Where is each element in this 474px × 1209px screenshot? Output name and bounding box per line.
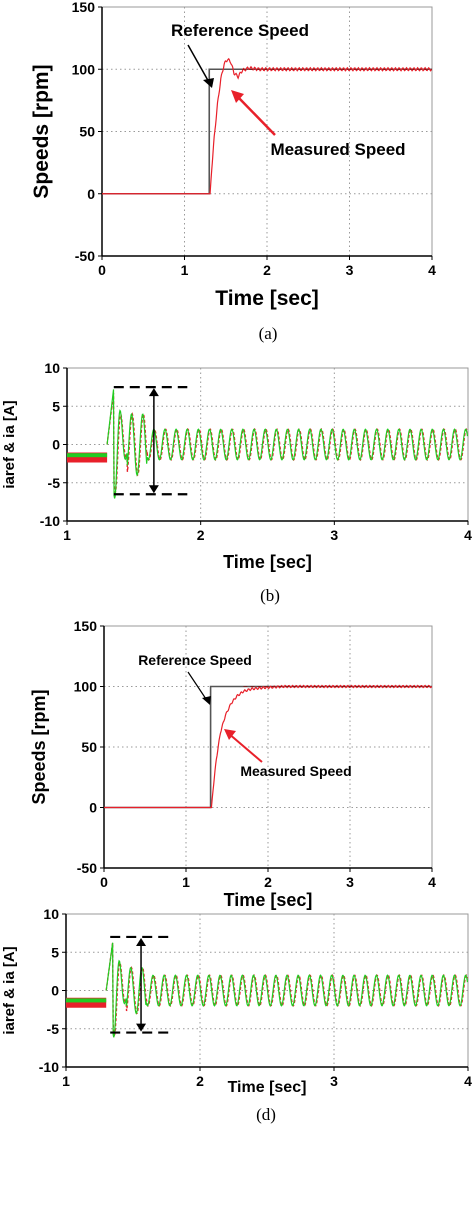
y-tick-label: 50 xyxy=(81,739,97,755)
annotation-reference: Reference Speed xyxy=(138,652,252,668)
arrowhead-measured xyxy=(231,90,244,103)
ia-line xyxy=(105,942,468,1038)
y-tick-label: 0 xyxy=(51,983,59,999)
annotation-arrow-reference xyxy=(187,44,211,85)
y-tick-label: 10 xyxy=(43,906,59,922)
y-tick-label: 150 xyxy=(72,0,96,15)
chart-panel-b: 1 2 3 4 -10 -5 0 5 10 Time [sec] iaref & ia [A] (b) xyxy=(1,360,472,605)
x-axis-label: Time [sec] xyxy=(223,552,312,572)
measured-speed-line xyxy=(104,684,432,809)
y-tick-label: -10 xyxy=(39,1059,59,1075)
annotation-arrow-reference xyxy=(187,671,209,703)
x-tick-label: 3 xyxy=(330,1073,338,1089)
y-tick-label: 10 xyxy=(44,360,60,376)
envelope-arrowhead-down xyxy=(148,485,159,494)
annotation-arrow-measured xyxy=(235,94,276,136)
y-tick-label: -10 xyxy=(40,513,60,529)
envelope-arrowhead-up xyxy=(148,388,159,397)
x-tick-label: 3 xyxy=(346,874,354,890)
y-tick-label: -50 xyxy=(75,248,95,264)
x-tick-label: 1 xyxy=(63,527,71,543)
x-tick-label: 4 xyxy=(428,874,436,890)
x-tick-label: 2 xyxy=(196,1073,204,1089)
envelope-arrowhead-down xyxy=(136,1023,147,1032)
x-tick-label: 3 xyxy=(330,527,338,543)
y-tick-label: 150 xyxy=(74,618,98,634)
x-tick-label: 2 xyxy=(197,527,205,543)
x-tick-label: 1 xyxy=(181,262,189,278)
y-tick-label: 5 xyxy=(51,944,59,960)
x-tick-label: 4 xyxy=(428,262,436,278)
annotation-measured: Measured Speed xyxy=(270,140,405,159)
plot-series xyxy=(66,942,468,1038)
y-axis-label: Speeds [rpm] xyxy=(30,64,53,198)
plot-series xyxy=(67,389,468,499)
x-axis-label: Time [sec] xyxy=(228,1079,307,1096)
x-tick-label: 4 xyxy=(464,527,472,543)
panel-caption: (d) xyxy=(256,1105,276,1124)
annotation-arrow-measured xyxy=(227,732,263,763)
x-tick-label: 1 xyxy=(62,1073,70,1089)
pre-step-ia-band xyxy=(66,998,107,1003)
y-axis-label: Speeds [rpm] xyxy=(29,689,49,804)
pre-step-ia-band xyxy=(67,453,108,458)
y-tick-label: 50 xyxy=(79,124,95,140)
x-tick-label: 3 xyxy=(346,262,354,278)
x-tick-label: 1 xyxy=(182,874,190,890)
annotation-measured: Measured Speed xyxy=(240,763,351,779)
pre-step-iaref-band xyxy=(66,997,107,1008)
x-axis-label: Time [sec] xyxy=(224,890,313,910)
y-tick-label: 0 xyxy=(52,437,60,453)
y-tick-label: 100 xyxy=(74,679,98,695)
panel-caption: (a) xyxy=(259,324,278,343)
y-tick-label: 5 xyxy=(52,398,60,414)
y-tick-label: -50 xyxy=(77,860,97,876)
y-tick-label: 0 xyxy=(89,800,97,816)
chart-panel-d: 1 2 3 4 -10 -5 0 5 10 Time [sec] iaref & ia [A] (d) xyxy=(1,906,472,1124)
x-tick-label: 0 xyxy=(100,874,108,890)
x-tick-label: 0 xyxy=(98,262,106,278)
arrowhead-measured xyxy=(224,729,236,740)
arrowhead-reference xyxy=(203,78,214,88)
x-tick-label: 2 xyxy=(263,262,271,278)
x-axis-label: Time [sec] xyxy=(215,287,319,310)
envelope-arrowhead-up xyxy=(136,937,147,946)
iaref-line xyxy=(106,393,468,496)
plot-series xyxy=(104,684,432,809)
y-tick-label: 0 xyxy=(87,186,95,202)
plot-series xyxy=(102,57,432,195)
panel-caption: (b) xyxy=(260,586,280,605)
y-tick-label: -5 xyxy=(47,1021,60,1037)
ia-line xyxy=(106,389,468,499)
y-tick-label: 100 xyxy=(72,61,96,77)
pre-step-iaref-band xyxy=(67,452,108,463)
annotation-reference: Reference Speed xyxy=(171,21,309,40)
y-tick-label: -5 xyxy=(48,475,61,491)
arrowhead-reference xyxy=(202,696,211,705)
y-axis-label: iaref & ia [A] xyxy=(1,946,18,1034)
x-tick-label: 2 xyxy=(264,874,272,890)
y-axis-label: iaref & ia [A] xyxy=(1,400,18,488)
iaref-line xyxy=(105,942,468,1038)
x-tick-label: 4 xyxy=(464,1073,472,1089)
